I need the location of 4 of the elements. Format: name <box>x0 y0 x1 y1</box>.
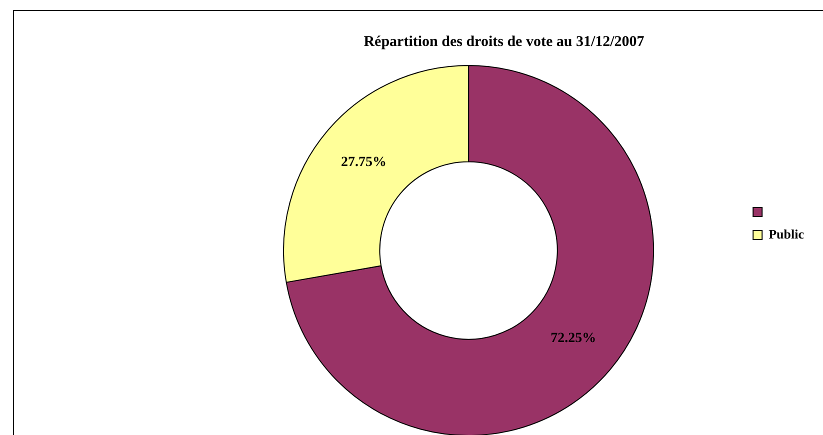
chart-title: Répartition des droits de vote au 31/12/2007 <box>364 34 645 50</box>
data-label: 27.75% <box>341 155 387 170</box>
data-label: 72.25% <box>550 331 596 346</box>
legend-label: Public <box>768 226 804 242</box>
